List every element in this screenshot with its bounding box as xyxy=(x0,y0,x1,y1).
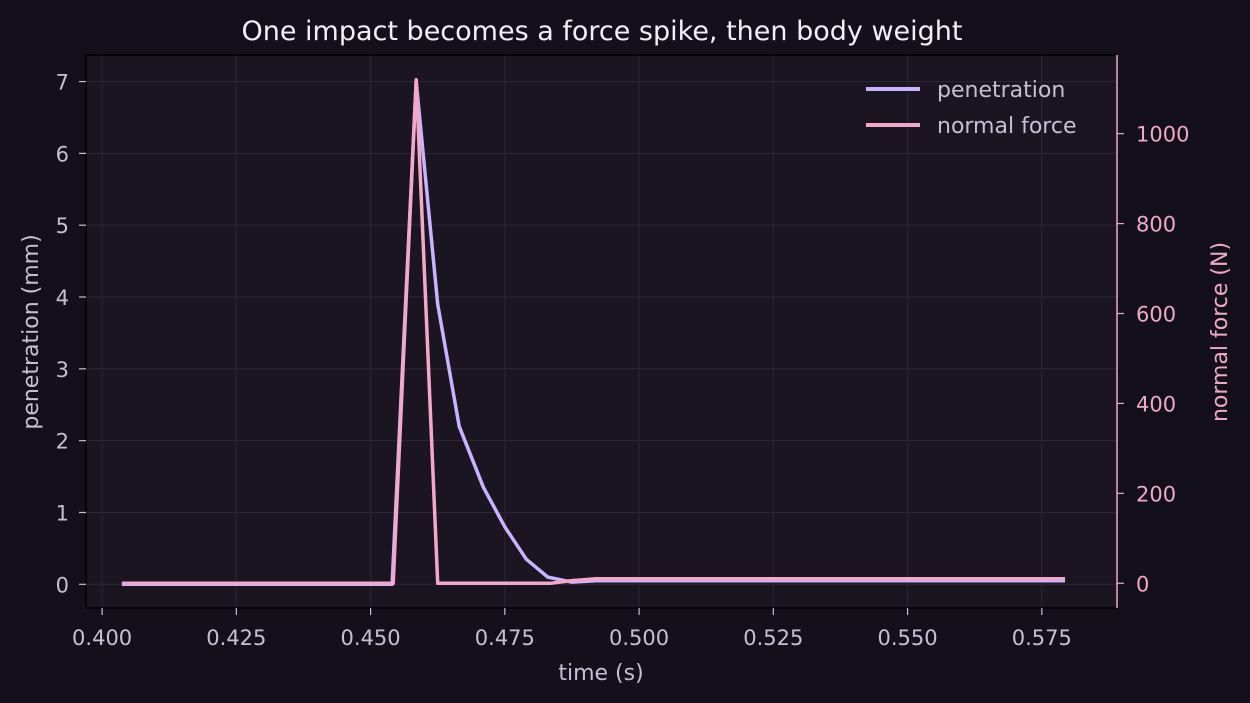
x-tick-label: 0.425 xyxy=(206,626,266,650)
y-tick-label: 0 xyxy=(56,573,69,597)
x-tick-label: 0.550 xyxy=(878,626,938,650)
x-tick-label: 0.525 xyxy=(743,626,803,650)
axes xyxy=(85,54,1118,609)
y2-tick-label: 400 xyxy=(1136,392,1176,416)
y2-tick-label: 1000 xyxy=(1136,123,1189,147)
y2-tick-label: 0 xyxy=(1136,572,1149,596)
y-tick-label: 6 xyxy=(56,142,69,166)
x-tick-label: 0.575 xyxy=(1012,626,1072,650)
y2-tick-label: 200 xyxy=(1136,482,1176,506)
y-tick-label: 7 xyxy=(56,71,69,95)
legend: penetration normal force xyxy=(866,78,1076,139)
y-axis-label: penetration (mm) xyxy=(19,234,44,429)
x-tick-label: 0.400 xyxy=(72,626,132,650)
series-layer xyxy=(121,77,1066,587)
y2-tick-label: 600 xyxy=(1136,303,1176,327)
x-tick-label: 0.450 xyxy=(341,626,401,650)
legend-label-penetration: penetration xyxy=(937,78,1065,103)
y2-tick-label: 800 xyxy=(1136,213,1176,237)
y-tick-label: 2 xyxy=(56,430,69,454)
y-tick-label: 4 xyxy=(56,286,69,310)
y-tick-label: 5 xyxy=(56,214,69,238)
ticks: 0.400 0.425 0.450 0.475 0.500 0.525 0.550 0.575… xyxy=(56,71,1190,650)
grid xyxy=(86,55,1117,608)
legend-label-normal-force: normal force xyxy=(937,114,1076,139)
plot-area xyxy=(86,55,1117,608)
y2-axis-label: normal force (N) xyxy=(1208,242,1233,422)
y-tick-label: 1 xyxy=(56,501,69,525)
y-tick-label: 3 xyxy=(56,358,69,382)
x-axis-label: time (s) xyxy=(558,661,643,686)
series-line-normal-force xyxy=(121,77,1066,586)
x-tick-label: 0.475 xyxy=(475,626,535,650)
x-tick-label: 0.500 xyxy=(609,626,669,650)
chart-title: One impact becomes a force spike, then b… xyxy=(242,16,963,47)
